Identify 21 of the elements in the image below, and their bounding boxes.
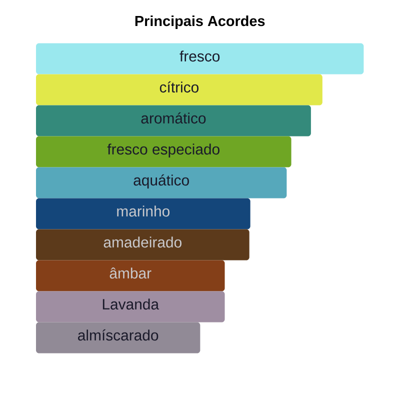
- chart-title: Principais Acordes: [135, 16, 265, 29]
- y-tick-label: fresco especiado: [107, 144, 220, 158]
- y-tick-label: fresco: [180, 50, 220, 62]
- bar: [36, 229, 250, 260]
- bar: [36, 260, 225, 292]
- y-tick-label: cítrico: [160, 81, 199, 93]
- bar: [36, 291, 225, 322]
- y-tick-label: Lavanda: [102, 298, 160, 310]
- bar: [36, 322, 200, 354]
- bar: [36, 43, 364, 74]
- y-tick-label: amadeirado: [104, 236, 182, 248]
- y-tick-label: âmbar: [110, 268, 152, 279]
- y-tick-label: almíscarado: [78, 329, 158, 341]
- y-tick-label: aquático: [134, 174, 189, 189]
- bar: [36, 198, 250, 230]
- bar: [36, 167, 287, 198]
- y-tick-label: aromático: [141, 112, 206, 124]
- y-tick-label: marinho: [117, 206, 170, 217]
- bar: [36, 74, 322, 106]
- bar: [36, 136, 292, 168]
- bar: [36, 105, 311, 136]
